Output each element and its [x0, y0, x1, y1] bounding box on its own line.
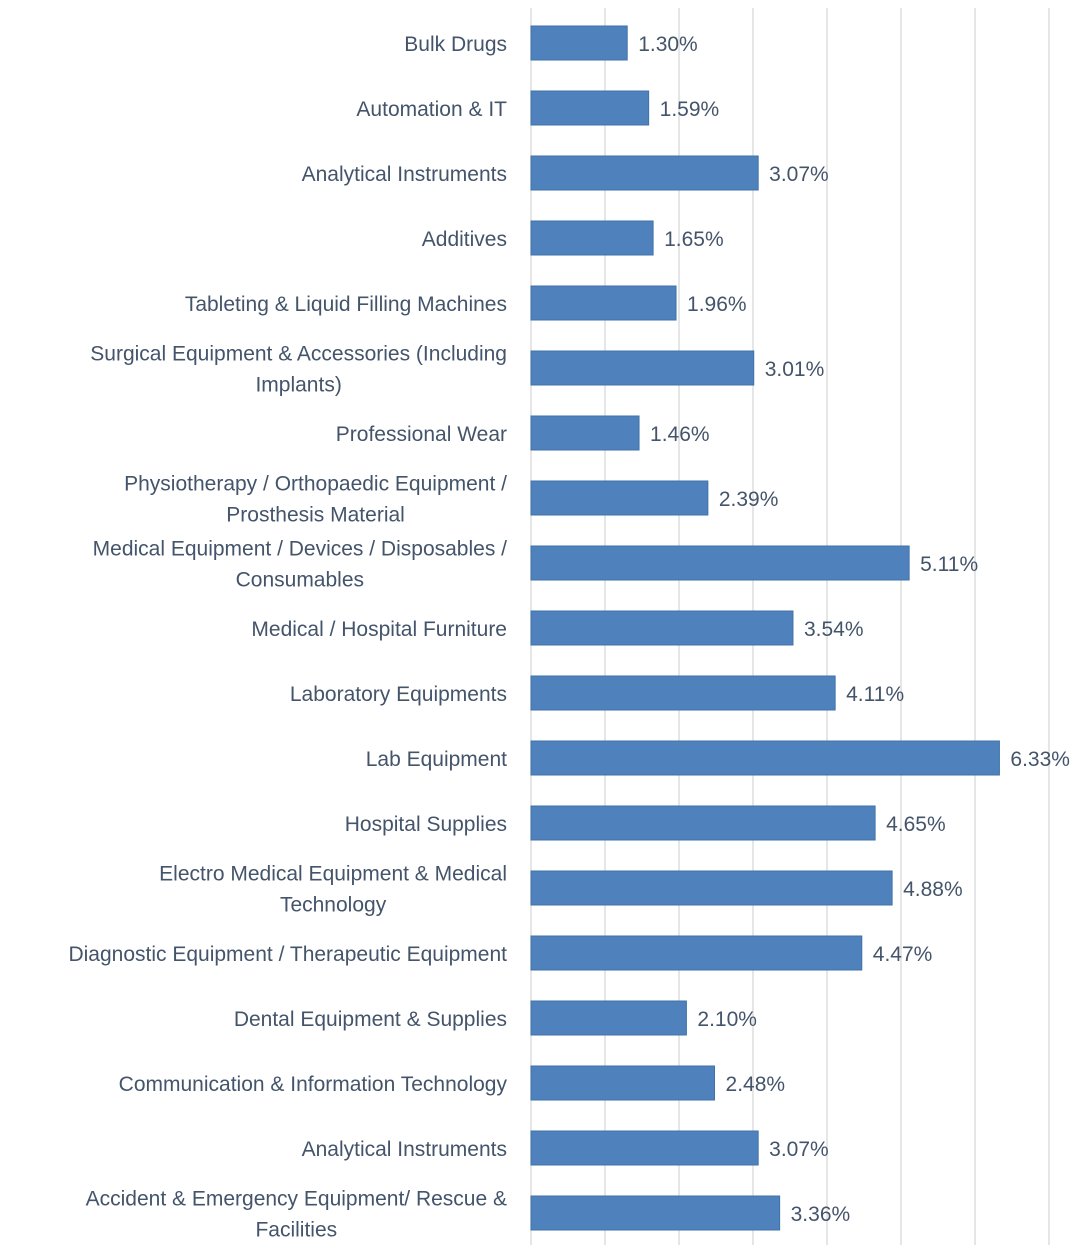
- bar: [530, 90, 650, 126]
- data-label: 1.46%: [650, 423, 710, 446]
- category-label: Automation & IT: [356, 98, 507, 121]
- category-label: Communication & Information Technology: [119, 1073, 508, 1096]
- bar: [530, 480, 709, 516]
- data-label: 3.01%: [765, 358, 825, 381]
- category-label: Medical / Hospital Furniture: [251, 618, 507, 641]
- data-label: 4.65%: [886, 813, 946, 836]
- data-label: 3.07%: [769, 1138, 829, 1161]
- category-label: Consumables: [236, 569, 364, 592]
- bar: [530, 935, 863, 971]
- bar: [530, 870, 893, 906]
- category-label: Laboratory Equipments: [290, 683, 507, 706]
- category-label: Additives: [422, 228, 507, 251]
- data-label: 1.30%: [638, 33, 698, 56]
- category-label: Accident & Emergency Equipment/ Rescue &: [86, 1188, 507, 1211]
- data-label: 6.33%: [1010, 748, 1070, 771]
- data-label: 3.54%: [804, 618, 864, 641]
- bar: [530, 740, 1000, 776]
- bar: [530, 675, 836, 711]
- category-label: Facilities: [255, 1219, 337, 1242]
- bar: [530, 285, 677, 321]
- value-labels: 1.30% 1.59% 3.07% 1.65% 1.96% 3.01% 1.46% 2.39%…: [638, 33, 1070, 1226]
- bar: [530, 610, 794, 646]
- category-labels: Bulk Drugs Automation & IT Analytical Inst…: [68, 33, 507, 1242]
- category-label: Hospital Supplies: [345, 813, 507, 836]
- data-label: 1.65%: [664, 228, 724, 251]
- data-label: 3.36%: [791, 1203, 851, 1226]
- data-label: 1.59%: [660, 98, 720, 121]
- data-label: 1.96%: [687, 293, 747, 316]
- data-label: 5.11%: [920, 553, 978, 576]
- category-label: Diagnostic Equipment / Therapeutic Equip…: [68, 943, 507, 966]
- category-label: Analytical Instruments: [302, 163, 507, 186]
- category-label: Medical Equipment / Devices / Disposable…: [93, 538, 508, 561]
- data-label: 2.48%: [726, 1073, 786, 1096]
- category-label: Surgical Equipment & Accessories (Includ…: [90, 343, 507, 366]
- bar: [530, 805, 876, 841]
- data-label: 2.39%: [719, 488, 779, 511]
- category-label: Dental Equipment & Supplies: [234, 1008, 507, 1031]
- bar: [530, 545, 910, 581]
- bar: [530, 155, 759, 191]
- bar: [530, 220, 654, 256]
- category-label: Analytical Instruments: [302, 1138, 507, 1161]
- bar: [530, 25, 628, 61]
- data-label: 3.07%: [769, 163, 829, 186]
- category-label: Technology: [280, 894, 387, 917]
- bar: [530, 1000, 687, 1036]
- category-label: Tableting & Liquid Filling Machines: [185, 293, 507, 316]
- bar: [530, 350, 755, 386]
- bars: [530, 25, 1000, 1231]
- data-label: 4.47%: [873, 943, 933, 966]
- bar: [530, 1065, 716, 1101]
- category-label: Electro Medical Equipment & Medical: [159, 863, 507, 886]
- data-label: 4.11%: [846, 683, 904, 706]
- category-label: Lab Equipment: [366, 748, 507, 771]
- category-label: Bulk Drugs: [404, 33, 507, 56]
- category-label: Physiotherapy / Orthopaedic Equipment /: [124, 473, 507, 496]
- data-label: 4.88%: [903, 878, 963, 901]
- bar: [530, 1130, 759, 1166]
- bar: [530, 415, 640, 451]
- category-label: Professional Wear: [336, 423, 507, 446]
- category-label: Implants): [255, 374, 341, 397]
- category-label: Prosthesis Material: [226, 504, 405, 527]
- bar: [530, 1195, 781, 1231]
- data-label: 2.10%: [697, 1008, 757, 1031]
